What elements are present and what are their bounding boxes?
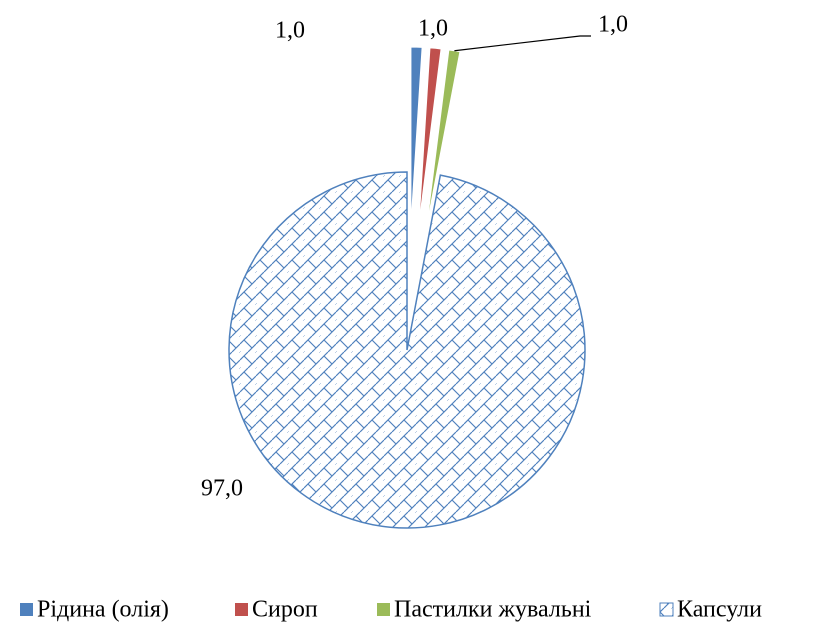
legend-label: Капсули bbox=[677, 597, 762, 623]
data-label: 1,0 bbox=[275, 18, 305, 44]
legend-swatch bbox=[235, 603, 248, 616]
legend-swatch bbox=[20, 603, 33, 616]
leader-line bbox=[454, 35, 591, 52]
legend-label: Сироп bbox=[252, 597, 318, 623]
data-label: 1,0 bbox=[598, 12, 628, 38]
data-label: 1,0 bbox=[418, 16, 448, 42]
pie-slice bbox=[410, 46, 423, 226]
legend-swatch bbox=[377, 603, 390, 616]
legend-label: Рідина (олія) bbox=[37, 597, 169, 623]
data-label: 97,0 bbox=[201, 476, 243, 502]
pie-slice bbox=[418, 47, 442, 226]
legend-label: Пастилки жувальні bbox=[394, 597, 592, 623]
legend-swatch bbox=[659, 602, 674, 617]
pie-slice bbox=[228, 171, 586, 529]
